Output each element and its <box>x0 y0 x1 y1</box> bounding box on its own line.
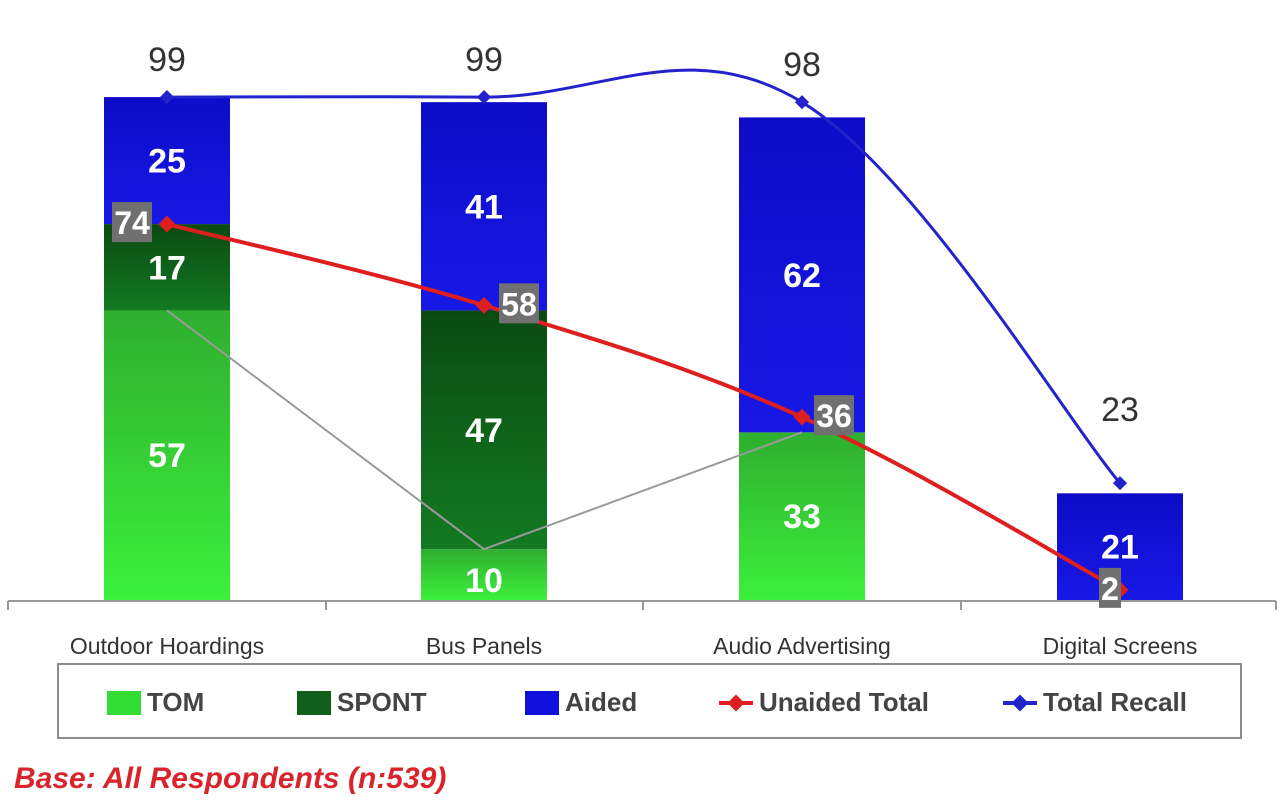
data-label-box-unaided-total-digital-screens <box>1099 567 1121 608</box>
legend-label-spont: SPONT <box>337 687 427 717</box>
legend-label-unaided-total: Unaided Total <box>759 687 929 717</box>
data-label-aided-outdoor-hoardings: 25 <box>148 143 186 181</box>
category-label-audio-advertising: Audio Advertising <box>713 633 891 659</box>
legend-label-total-recall: Total Recall <box>1043 687 1188 717</box>
data-label-unaided-total-bus-panels: 58 <box>501 286 537 322</box>
data-label-aided-bus-panels: 41 <box>465 188 503 226</box>
legend-swatch-aided <box>525 690 559 715</box>
legend-line-unaided-total <box>719 691 753 715</box>
legend-line-total-recall <box>1003 691 1037 715</box>
data-label-unaided-total-digital-screens: 2 <box>1101 571 1119 607</box>
data-label-spont-outdoor-hoardings: 17 <box>148 249 186 287</box>
data-label-box-unaided-total-audio-advertising <box>814 395 854 436</box>
data-label-total-recall-audio-advertising: 98 <box>783 46 821 84</box>
marker-unaided-total-bus-panels <box>475 296 493 314</box>
category-label-bus-panels: Bus Panels <box>426 633 542 659</box>
legend-item-tom: TOM <box>107 687 204 718</box>
data-label-total-recall-bus-panels: 99 <box>465 41 503 79</box>
category-label-digital-screens: Digital Screens <box>1043 633 1198 659</box>
data-label-spont-bus-panels: 47 <box>465 412 503 450</box>
data-label-unaided-total-outdoor-hoardings: 74 <box>114 205 150 241</box>
line-unaided-total <box>166 222 1121 592</box>
data-label-unaided-total-audio-advertising: 36 <box>816 398 852 434</box>
data-label-tom-audio-advertising: 33 <box>783 498 821 536</box>
marker-total-recall-audio-advertising <box>794 95 810 110</box>
marker-unaided-total-audio-advertising <box>793 408 811 426</box>
legend-item-aided: Aided <box>525 687 637 718</box>
legend-item-total-recall: Total Recall <box>1003 687 1187 718</box>
data-label-box-unaided-total-bus-panels <box>499 283 539 324</box>
data-label-total-recall-outdoor-hoardings: 99 <box>148 41 186 79</box>
data-label-total-recall-digital-screens: 23 <box>1101 391 1139 429</box>
tom-connector-line <box>166 309 803 551</box>
data-label-tom-outdoor-hoardings: 57 <box>148 437 186 475</box>
legend-swatch-tom <box>107 690 141 715</box>
bar-segment-spont-bus-panels <box>421 310 547 550</box>
legend: TOM SPONT Aided Unaided Total Total Reca… <box>57 663 1242 739</box>
bar-segment-tom-audio-advertising <box>739 432 865 600</box>
data-label-aided-digital-screens: 21 <box>1101 529 1139 567</box>
marker-total-recall-digital-screens <box>1112 476 1128 491</box>
marker-total-recall-bus-panels <box>476 90 492 105</box>
legend-item-unaided-total: Unaided Total <box>719 687 929 718</box>
category-label-outdoor-hoardings: Outdoor Hoardings <box>70 633 264 659</box>
data-label-box-unaided-total-outdoor-hoardings <box>112 202 152 243</box>
bar-segment-tom-outdoor-hoardings <box>104 310 230 600</box>
bar-segment-aided-audio-advertising <box>739 117 865 433</box>
marker-unaided-total-outdoor-hoardings <box>158 215 176 233</box>
legend-label-aided: Aided <box>565 687 638 717</box>
legend-item-spont: SPONT <box>297 687 427 718</box>
bar-segment-aided-bus-panels <box>421 102 547 311</box>
data-label-aided-audio-advertising: 62 <box>783 257 821 295</box>
legend-swatch-spont <box>297 690 331 715</box>
legend-label-tom: TOM <box>147 687 205 717</box>
bar-segment-tom-bus-panels <box>421 549 547 600</box>
data-label-tom-bus-panels: 10 <box>465 562 503 600</box>
line-total-recall <box>166 68 1122 485</box>
base-note: Base: All Respondents (n:539) <box>14 762 447 795</box>
